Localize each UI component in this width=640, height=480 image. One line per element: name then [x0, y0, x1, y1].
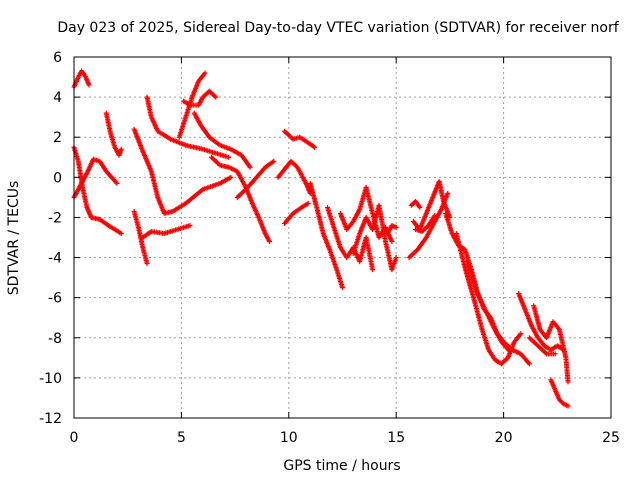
- data-point: [144, 261, 150, 267]
- series-t28: [531, 303, 571, 385]
- data-point: [565, 403, 571, 409]
- series-t13: [234, 158, 277, 200]
- data-point: [118, 146, 124, 152]
- y-axis-label: SDTVAR / TECUs: [6, 181, 22, 296]
- series-t20: [350, 202, 399, 273]
- data-point: [565, 379, 571, 385]
- data-point: [247, 164, 253, 170]
- y-tick-label: -2: [48, 210, 62, 226]
- data-point: [389, 239, 395, 245]
- data-point: [312, 144, 318, 150]
- y-tick-label: -6: [48, 291, 62, 307]
- data-point: [526, 361, 532, 367]
- grid-layer: [74, 57, 611, 418]
- data-point: [228, 174, 234, 180]
- series-t03: [71, 156, 120, 200]
- x-axis-label: GPS time / hours: [283, 458, 400, 474]
- plot-frame: [73, 56, 612, 419]
- series-t08: [144, 94, 232, 160]
- data-point: [507, 349, 513, 355]
- series-t07: [140, 222, 193, 240]
- series-t02: [71, 144, 124, 236]
- x-tick-label: 10: [280, 430, 298, 446]
- series-t30: [548, 377, 571, 409]
- data-point: [266, 239, 272, 245]
- x-tick-label: 25: [602, 430, 620, 446]
- data-point: [202, 70, 208, 76]
- x-tick-label: 0: [70, 430, 79, 446]
- data-point: [213, 94, 219, 100]
- series-t04: [103, 110, 124, 158]
- data-point: [445, 190, 451, 196]
- series-t15: [275, 158, 313, 196]
- data-point: [417, 204, 423, 210]
- x-tick-label: 5: [177, 430, 186, 446]
- series-t12: [208, 154, 272, 245]
- data-point: [393, 224, 399, 230]
- series-t23: [410, 178, 453, 232]
- y-tick-label: 4: [53, 90, 62, 106]
- data-point: [271, 158, 277, 164]
- series-t31: [408, 198, 423, 210]
- series-t27: [516, 291, 567, 353]
- data-point: [393, 255, 399, 261]
- y-tick-label: -4: [48, 251, 62, 267]
- data-point: [370, 267, 376, 273]
- x-tick-label: 20: [495, 430, 513, 446]
- series-t01: [71, 68, 92, 90]
- data-point: [86, 82, 92, 88]
- data-point: [114, 180, 120, 186]
- series-t05: [131, 126, 234, 216]
- data-point: [226, 154, 232, 160]
- series-t14: [282, 128, 318, 150]
- series-t09: [176, 70, 208, 140]
- series-t17: [307, 180, 345, 291]
- data-point: [432, 212, 438, 218]
- y-tick-label: -10: [39, 371, 62, 387]
- series-t29: [526, 335, 558, 357]
- data-layer: [71, 68, 571, 409]
- data-point: [552, 351, 558, 357]
- y-tick-label: 6: [53, 50, 62, 66]
- data-point: [340, 285, 345, 291]
- chart-title: Day 023 of 2025, Sidereal Day-to-day VTE…: [57, 20, 619, 36]
- y-tick-label: -12: [39, 411, 62, 427]
- tick-layer: [73, 56, 612, 419]
- series-t32: [413, 212, 438, 234]
- series-t10: [181, 88, 219, 108]
- data-point: [305, 200, 311, 206]
- series-t26: [464, 259, 513, 355]
- tick-label-layer: 0 5 10 15 20 25 -12 -10 -8 -6 -4 -2 0 2 4 6: [39, 50, 620, 446]
- y-tick-label: 0: [53, 170, 62, 186]
- data-point: [118, 230, 124, 236]
- data-point: [187, 222, 193, 228]
- series-t16: [282, 200, 311, 226]
- series-t21: [385, 222, 399, 236]
- data-point: [518, 331, 524, 337]
- series-t11: [191, 110, 253, 170]
- y-tick-label: -8: [48, 331, 62, 347]
- y-tick-label: 2: [53, 130, 62, 146]
- x-tick-label: 15: [387, 430, 405, 446]
